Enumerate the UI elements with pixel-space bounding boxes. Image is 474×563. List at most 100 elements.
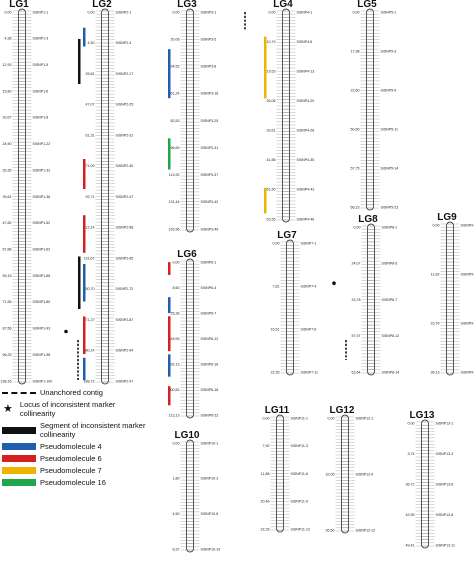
collinearity-bar-segment <box>78 256 81 309</box>
legend: Unanchored contig ★ Locus of inconsisten… <box>2 388 152 490</box>
marker-position: 198,16 <box>1 379 12 383</box>
marker-position: 0,00 <box>263 416 270 420</box>
marker-name: SiSNP2-58 <box>116 226 134 230</box>
marker-position: 57,97 <box>352 334 361 338</box>
marker-name: SiSNP11-6 <box>291 472 309 476</box>
marker-position: 171,27 <box>84 318 95 322</box>
marker-name: SiSNP1-36 <box>33 195 51 199</box>
marker-position: 0,00 <box>353 10 360 14</box>
marker-name: SiSNP11-9 <box>291 500 309 504</box>
marker-name: SiSNP2-65 <box>116 256 134 260</box>
marker-name: SiSNP5-1 <box>381 10 397 14</box>
marker-position: 96,69 <box>171 146 180 150</box>
marker-position: 50,65 <box>351 127 360 131</box>
collinearity-bar-pm7 <box>264 36 267 99</box>
marker-name: SiSNP4-43 <box>297 188 315 192</box>
marker-position: 92,71 <box>86 195 95 199</box>
inconsistent-locus-star <box>64 329 68 334</box>
marker-position: 35,35 <box>3 168 12 172</box>
marker-position: 0,00 <box>5 10 12 14</box>
marker-name: SiSNP13-3 <box>436 452 454 456</box>
marker-name: SiSNP12-9 <box>356 472 374 476</box>
marker-position: 22,28 <box>261 527 270 531</box>
marker-position: 12,93 <box>3 63 12 67</box>
marker-position: 7,92 <box>263 444 270 448</box>
group-title: LG1 <box>9 0 29 10</box>
marker-position: 180,14 <box>84 349 95 353</box>
marker-name: SiSNP3-18 <box>201 92 219 96</box>
marker-position: 23,76 <box>431 321 440 325</box>
marker-position: 131,44 <box>169 200 180 204</box>
marker-position: 188,72 <box>84 379 95 383</box>
marker-name: SiSNP4-1 <box>297 10 313 14</box>
marker-position: 39,61 <box>3 195 12 199</box>
marker-position: 62,64 <box>352 370 361 374</box>
marker-name: SiSNP10-1 <box>201 441 219 445</box>
marker-position: 57,86 <box>3 248 12 252</box>
marker-name: SiSNP4-46 <box>297 217 315 221</box>
marker-position: 25,36 <box>171 311 180 315</box>
dashed-line-icon <box>2 391 36 394</box>
marker-name: SiSNP11-3 <box>291 444 309 448</box>
marker-position: 33,61 <box>267 129 276 133</box>
marker-position: 0,00 <box>88 10 95 14</box>
marker-name: SiSNP1-62 <box>33 248 51 252</box>
group-title: LG3 <box>177 0 197 10</box>
collinearity-bar-pm7 <box>264 187 267 214</box>
group-title: LG2 <box>92 0 112 10</box>
marker-name: SiSNP1-98 <box>33 353 51 357</box>
marker-name: SiSNP6-4 <box>201 286 217 290</box>
marker-name: SiSNP2-72 <box>116 287 134 291</box>
collinearity-bar-pm4 <box>83 27 86 47</box>
marker-position: 71,56 <box>3 300 12 304</box>
marker-position: 153,96 <box>169 227 180 231</box>
star-icon: ★ <box>3 402 13 415</box>
marker-position: 26,06 <box>267 99 276 103</box>
collinearity-bar-pm4 <box>168 49 171 99</box>
marker-name: SiSNP5-14 <box>381 166 399 170</box>
marker-position: 11,62 <box>431 272 440 276</box>
collinearity-bar-pm4 <box>83 264 86 302</box>
legend-pm7: Pseudomolecule 7 <box>2 466 152 475</box>
group-title: LG4 <box>273 0 293 10</box>
marker-position: 51,50 <box>267 188 276 192</box>
marker-name: SiSNP1-5 <box>33 63 49 67</box>
marker-name: SiSNP4-13 <box>297 69 315 73</box>
collinearity-bar-pm4 <box>83 357 86 381</box>
legend-unanchored-label: Unanchored contig <box>40 388 103 397</box>
marker-position: 4,50 <box>88 41 95 45</box>
marker-position: 17,98 <box>351 49 360 53</box>
legend-unanchored: Unanchored contig <box>2 388 152 397</box>
marker-name: SiSNP1-80 <box>33 300 51 304</box>
group-title: LG10 <box>174 430 199 441</box>
marker-position: 59,15 <box>3 274 12 278</box>
marker-name: SiSNP11-12 <box>291 527 311 531</box>
group-title: LG9 <box>437 212 457 223</box>
marker-position: 4,38 <box>5 37 12 41</box>
group-title: LG11 <box>265 405 290 416</box>
marker-name: SiSNP6-1 <box>201 260 217 264</box>
collinearity-bar-segment <box>78 39 81 84</box>
marker-position: 20,46 <box>261 500 270 504</box>
marker-name: SiSNP4-28 <box>297 129 315 133</box>
marker-position: 0,00 <box>273 241 280 245</box>
marker-name: SiSNP7-1 <box>301 241 317 245</box>
marker-position: 112,14 <box>84 226 95 230</box>
marker-name: SiSNP3-8 <box>201 65 217 69</box>
marker-position: 15,80 <box>3 89 12 93</box>
marker-name: SiSNP1-8 <box>33 116 49 120</box>
marker-name: SiSNP3-5 <box>201 37 217 41</box>
group-title: LG7 <box>277 230 297 241</box>
marker-name: SiSNP8-5 <box>382 262 398 266</box>
chromosome-bar <box>446 221 454 376</box>
marker-name: SiSNP5-9 <box>381 88 397 92</box>
marker-position: 49,93 <box>171 337 180 341</box>
marker-name: SiSNP13-11 <box>436 543 456 547</box>
